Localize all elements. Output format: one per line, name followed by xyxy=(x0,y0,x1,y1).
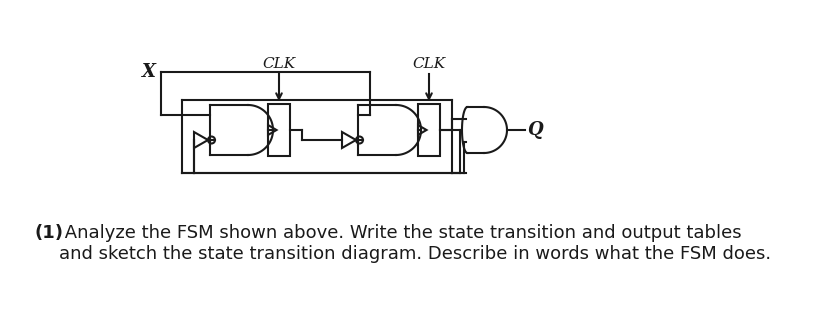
Text: (1): (1) xyxy=(35,224,64,242)
Text: Q: Q xyxy=(527,121,543,139)
Text: Analyze the FSM shown above. Write the state transition and output tables
and sk: Analyze the FSM shown above. Write the s… xyxy=(59,224,771,263)
Bar xyxy=(418,104,440,156)
Text: CLK: CLK xyxy=(263,57,295,71)
Text: X: X xyxy=(142,63,156,81)
Text: CLK: CLK xyxy=(412,57,446,71)
Bar xyxy=(268,104,290,156)
